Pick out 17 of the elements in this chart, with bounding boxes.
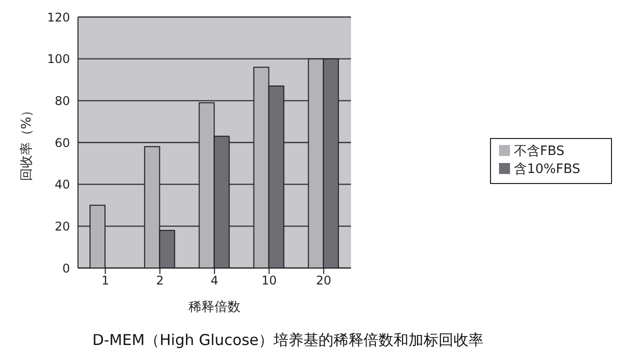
text: D-MEM（High Glucose）培养基的稀释倍数和加标回收率 [91,331,485,350]
y-tick-label: 60 [54,136,70,150]
legend-label: 不含FBS [514,144,564,158]
y-tick-label: 80 [54,94,70,108]
x-tick-label: 4 [210,274,218,288]
x-tick-label: 2 [156,274,164,288]
legend-label: 含10%FBS [514,162,580,176]
y-tick-label: 0 [62,261,70,276]
x-tick-label: 20 [316,274,332,288]
x-axis-title: 稀释倍数 [188,300,240,315]
y-tick-label: 120 [47,10,70,24]
y-axis-title: 回收率（%） [18,104,35,182]
x-tick-label: 10 [261,274,277,288]
x-tick-label: 1 [101,274,110,288]
y-tick-label: 100 [47,52,70,66]
y-tick-label: 20 [54,219,70,234]
y-tick-label: 40 [54,178,70,192]
